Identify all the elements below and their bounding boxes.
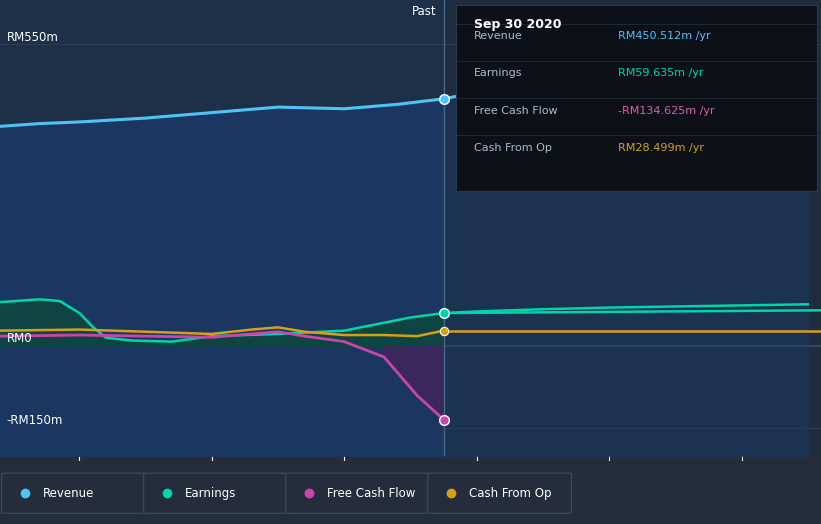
Text: Past: Past — [412, 5, 437, 18]
Text: RM0: RM0 — [7, 332, 32, 345]
Text: RM550m: RM550m — [7, 31, 58, 44]
Text: Free Cash Flow: Free Cash Flow — [327, 487, 415, 500]
Text: Sep 30 2020: Sep 30 2020 — [474, 18, 562, 31]
Text: Cash From Op: Cash From Op — [469, 487, 551, 500]
FancyBboxPatch shape — [2, 473, 145, 514]
FancyBboxPatch shape — [428, 473, 571, 514]
FancyBboxPatch shape — [144, 473, 287, 514]
Text: RM28.499m /yr: RM28.499m /yr — [618, 143, 704, 153]
Text: Free Cash Flow: Free Cash Flow — [474, 106, 557, 116]
Text: Revenue: Revenue — [474, 31, 522, 41]
Text: RM59.635m /yr: RM59.635m /yr — [618, 69, 704, 79]
Bar — [0, 0, 443, 456]
Text: Cash From Op: Cash From Op — [474, 143, 552, 153]
Text: Earnings: Earnings — [474, 69, 522, 79]
FancyBboxPatch shape — [286, 473, 429, 514]
Text: -RM150m: -RM150m — [7, 414, 63, 427]
Text: -RM134.625m /yr: -RM134.625m /yr — [618, 106, 715, 116]
Text: Analysts Forecasts: Analysts Forecasts — [456, 5, 566, 18]
Text: RM450.512m /yr: RM450.512m /yr — [618, 31, 711, 41]
Text: Revenue: Revenue — [43, 487, 94, 500]
Text: Earnings: Earnings — [185, 487, 236, 500]
